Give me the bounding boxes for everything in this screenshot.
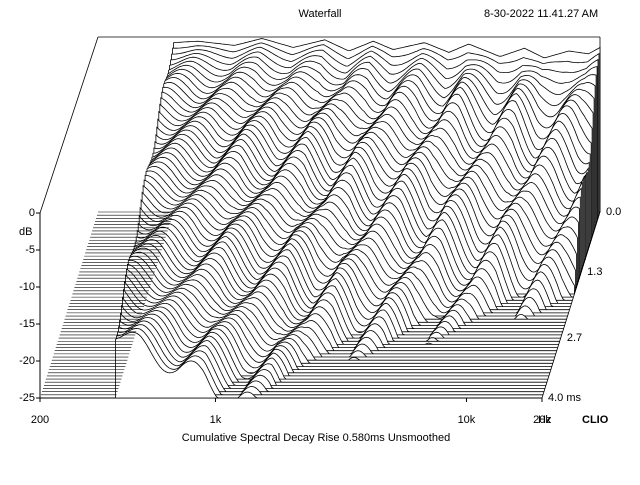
x-tick-label: 200	[30, 414, 50, 426]
x-tick-label: 20k	[533, 414, 551, 426]
z-tick-label: 2.7	[566, 331, 583, 344]
z-tick-label: 1.3	[587, 266, 603, 279]
y-tick-label: -15	[19, 318, 35, 330]
chart-caption: Cumulative Spectral Decay Rise 0.580ms U…	[181, 432, 451, 444]
decay-slice	[121, 304, 548, 380]
brand-logo: CLIO	[582, 414, 609, 426]
x-tick-label: 1k	[209, 414, 222, 426]
decay-slice	[120, 312, 547, 383]
depth-edge-top	[39, 36, 99, 214]
decay-slice	[115, 331, 542, 399]
x-tick-label: 10k	[457, 414, 476, 426]
y-tick-label: -25	[19, 392, 35, 404]
z-tick-label: 0.0	[606, 206, 622, 218]
y-tick-label: -20	[19, 355, 35, 367]
chart-title: Waterfall	[298, 8, 342, 20]
x-axis-unit: Hz	[538, 414, 552, 426]
y-tick-label: 0	[28, 207, 35, 219]
y-tick-label: -10	[19, 281, 35, 293]
z-tick-label: 4.0 ms	[548, 392, 582, 404]
y-tick-label: -5	[25, 244, 35, 256]
y-axis-label: dB	[19, 226, 33, 238]
timestamp: 8-30-2022 11.41.27 AM	[484, 8, 599, 20]
